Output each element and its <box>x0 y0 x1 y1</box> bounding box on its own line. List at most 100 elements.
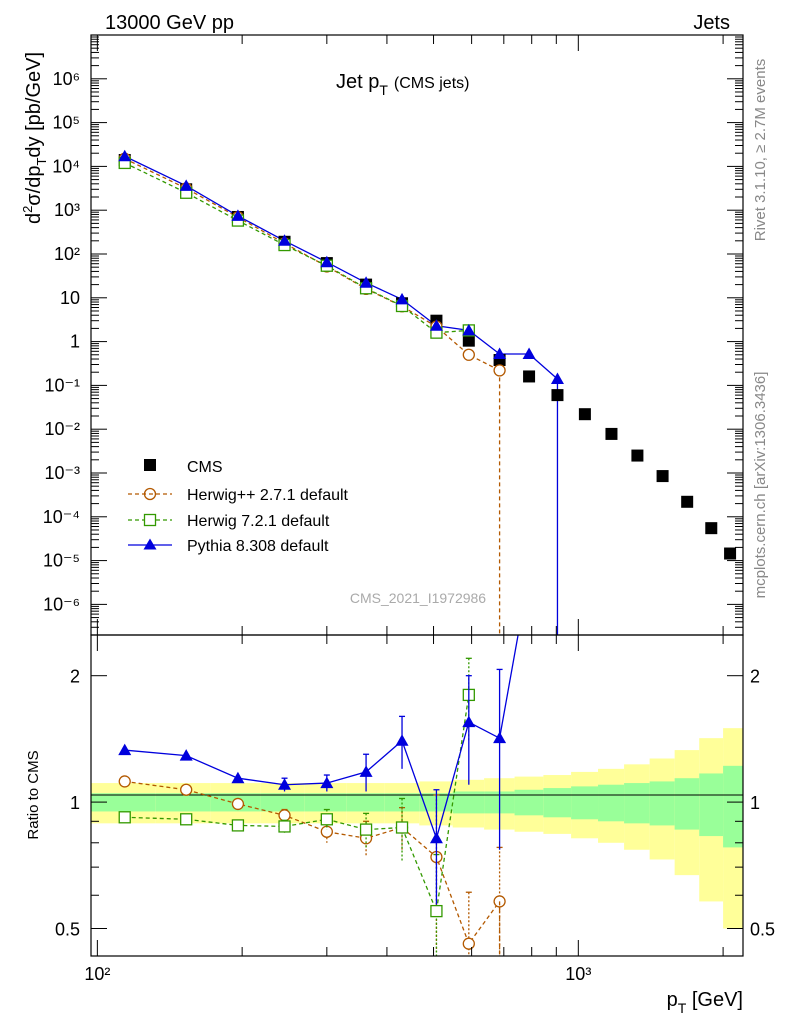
legend-label-pythia: Pythia 8.308 default <box>187 538 329 555</box>
herwig7-line <box>124 162 469 334</box>
chart-title: Jet pT (CMS jets) <box>336 71 469 98</box>
ratio-axis-label: Ratio to CMS <box>25 750 42 839</box>
pythia-point <box>429 319 443 331</box>
herwigpp-ratio-point <box>462 937 475 950</box>
cms-point <box>551 389 564 402</box>
cms-point <box>605 427 618 440</box>
y-tick-label: 10⁻¹ <box>44 375 80 395</box>
y-tick-label: 10⁻² <box>44 419 80 439</box>
pythia-point <box>359 276 373 288</box>
y-tick-label: 10⁻⁶ <box>43 594 80 614</box>
y-tick-label: 10⁻³ <box>44 463 80 483</box>
y-tick-label: 10⁴ <box>52 156 80 176</box>
ratio-y-tick-label-left: 1 <box>70 793 80 813</box>
band-inner-bin <box>304 793 347 812</box>
cms-point <box>523 370 536 383</box>
title-main: Jet p <box>336 71 379 93</box>
pythia-point <box>320 255 334 268</box>
pythia-ratio-point <box>278 778 292 790</box>
band-inner-bin <box>649 781 675 826</box>
title-extra: (CMS jets) <box>394 75 470 92</box>
cms-point <box>462 334 475 347</box>
herwig7-ratio-point <box>430 904 443 918</box>
herwigpp-ratio-point <box>231 797 245 811</box>
band-inner-bin <box>514 789 544 816</box>
legend-label-cms: CMS <box>187 459 223 476</box>
band-inner-bin <box>155 793 211 812</box>
ratio-y-tick-label-left: 0.5 <box>55 919 80 939</box>
ratio-y-tick-label-right: 0.5 <box>750 919 775 939</box>
cms-point <box>705 522 718 535</box>
legend-marker-herwig7 <box>143 513 157 527</box>
pythia-ratio-point <box>462 715 476 728</box>
x-tick-label: 10³ <box>565 964 591 984</box>
rivet-label: Rivet 3.1.10, ≥ 2.7M events <box>752 59 769 242</box>
y-tick-label: 10 <box>60 288 80 308</box>
band-inner-bin <box>346 793 385 812</box>
band-inner-bin <box>91 793 156 812</box>
herwigpp-ratio-point <box>180 783 193 796</box>
band-inner-bin <box>571 786 599 820</box>
y-tick-label: 10⁻⁵ <box>43 551 80 571</box>
legend-label-herwigpp: Herwig++ 2.7.1 default <box>187 487 349 504</box>
svg-text:Jet pT(CMS jets): Jet pT (CMS jets) <box>336 71 469 98</box>
pythia-ratio-point <box>231 771 245 784</box>
pythia-point <box>462 323 476 336</box>
pythia-ratio-point <box>395 734 409 746</box>
main-panel: 10² 10³ 10⁻⁶ 10⁻⁵ 10⁻⁴ 10⁻³ 10⁻² 10⁻¹ 1 10 10² 10³ 1… <box>43 34 775 984</box>
y-tick-label: 10⁵ <box>53 113 80 133</box>
lower-frame <box>90 634 744 957</box>
cms-point <box>724 547 737 560</box>
band-inner-bin <box>543 788 572 818</box>
pythia-point <box>522 347 536 360</box>
pythia-point <box>550 372 564 384</box>
jets-label: Jets <box>693 12 730 34</box>
ratio-y-tick-label-right: 1 <box>750 793 760 813</box>
legend-item-herwigpp: Herwig++ 2.7.1 default <box>128 487 349 504</box>
y-axis-label: d2σ/dpTdy [pb/GeV] <box>20 52 49 224</box>
y-tick-label: 10⁶ <box>53 69 80 89</box>
pythia-ratio-point <box>179 749 193 761</box>
pythia-point <box>395 292 409 305</box>
herwigpp-ratio-point <box>278 809 291 822</box>
pythia-point <box>278 234 292 246</box>
legend-item-cms: CMS <box>144 459 223 476</box>
y-tick-label: 10³ <box>54 200 80 220</box>
herwig7-ratio-point <box>320 813 333 826</box>
title-sub: T <box>379 82 388 98</box>
band-inner-bin <box>384 793 420 812</box>
cms-point <box>681 495 694 508</box>
y-tick-label: 10² <box>54 244 80 264</box>
legend-label-herwig7: Herwig 7.2.1 default <box>187 513 330 530</box>
band-inner-bin <box>624 783 650 824</box>
pythia-ratio-point <box>429 831 443 844</box>
herwigpp-ratio-point <box>118 775 131 788</box>
legend-item-pythia: Pythia 8.308 default <box>128 538 329 555</box>
pythia-point <box>493 347 507 360</box>
herwigpp-ratio-point <box>320 825 333 838</box>
herwig7-ratio-point <box>118 811 131 824</box>
pythia-point <box>118 149 132 162</box>
herwig7-ratio-point <box>278 820 291 833</box>
collision-label: 13000 GeV pp <box>105 12 234 34</box>
pythia-ratio-point <box>118 743 132 756</box>
herwig7-ratio-point <box>359 823 373 836</box>
pythia-point <box>231 209 245 221</box>
herwig7-ratio-point <box>231 819 245 832</box>
y-tick-label: 1 <box>70 332 80 352</box>
pythia-ratio-point <box>359 765 373 777</box>
pythia-point <box>179 179 193 191</box>
x-axis-label: pT [GeV] <box>667 989 743 1016</box>
herwigpp-point <box>493 364 506 377</box>
watermark: CMS_2021_I1972986 <box>350 590 486 606</box>
band-inner-bin <box>452 791 485 814</box>
herwig7-ratio-point <box>395 821 409 834</box>
band-inner-bin <box>699 773 724 837</box>
cms-point <box>631 449 644 462</box>
cms-point <box>578 408 591 421</box>
legend-marker-pythia <box>143 538 157 550</box>
band-inner-bin <box>674 778 700 830</box>
legend-marker-herwigpp <box>143 487 157 501</box>
legend-marker-cms <box>144 459 156 471</box>
